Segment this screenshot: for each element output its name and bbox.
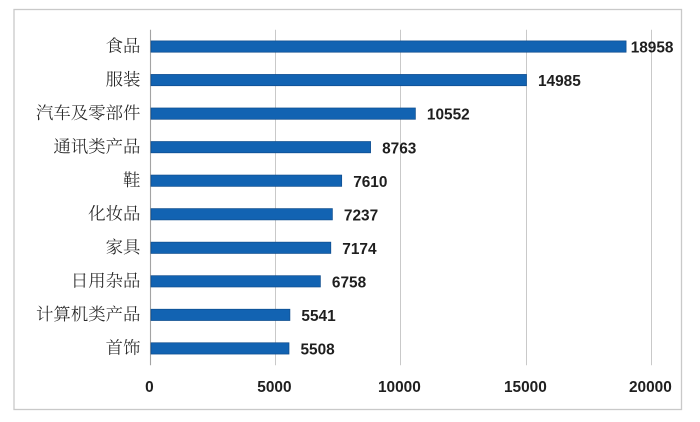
svg-text:10000: 10000	[378, 379, 421, 396]
svg-text:18958: 18958	[631, 40, 674, 57]
svg-text:14985: 14985	[538, 73, 581, 90]
svg-text:7610: 7610	[353, 174, 387, 191]
svg-text:10552: 10552	[427, 107, 470, 124]
svg-text:0: 0	[145, 379, 154, 396]
svg-text:15000: 15000	[504, 379, 547, 396]
svg-text:7174: 7174	[342, 241, 377, 258]
svg-text:20000: 20000	[629, 379, 672, 396]
svg-text:8763: 8763	[382, 140, 416, 157]
svg-text:5000: 5000	[257, 379, 291, 396]
svg-text:6758: 6758	[332, 274, 367, 291]
svg-text:5508: 5508	[301, 342, 336, 359]
svg-text:5541: 5541	[301, 308, 336, 325]
svg-text:7237: 7237	[344, 207, 378, 224]
